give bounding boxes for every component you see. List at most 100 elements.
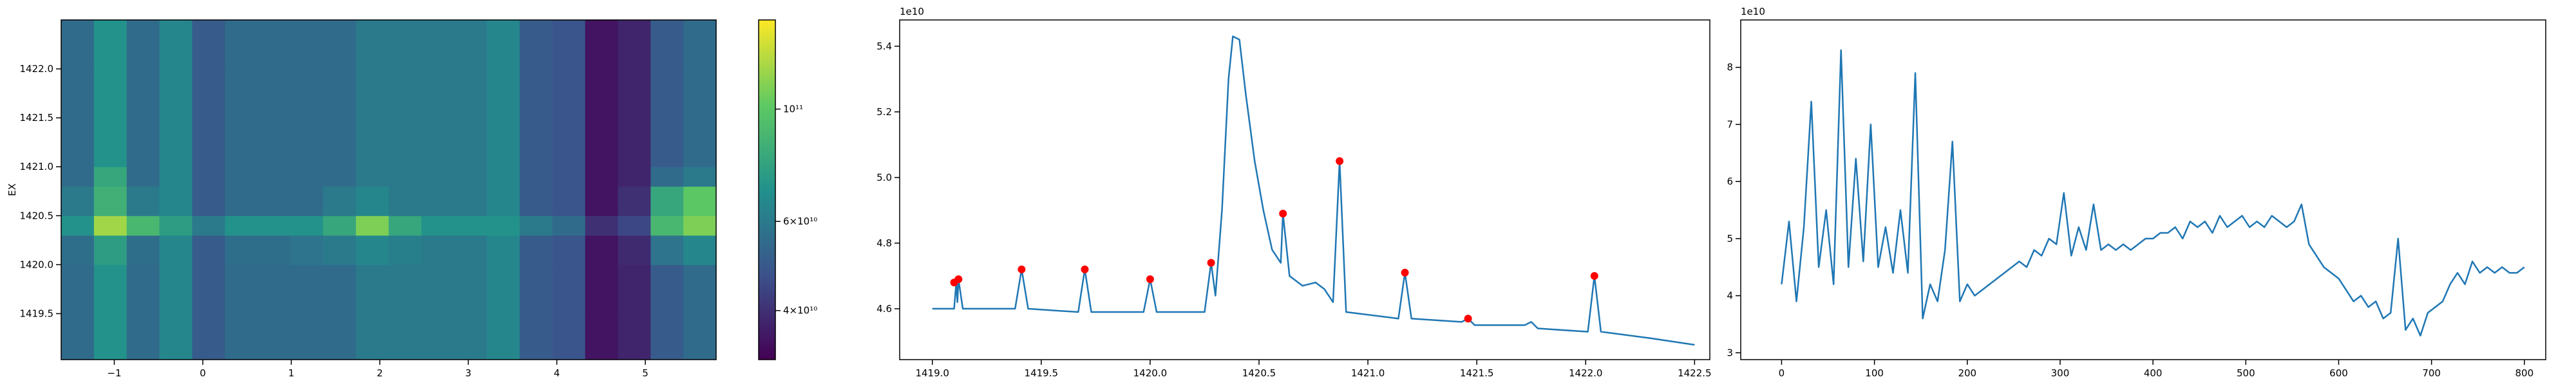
heatmap-cell bbox=[93, 20, 128, 69]
x-tick-label: 1420.0 bbox=[1133, 367, 1168, 379]
heatmap-cell bbox=[618, 20, 651, 69]
heatmap-cell bbox=[192, 313, 225, 360]
heatmap-cell bbox=[323, 313, 357, 360]
x-tick-label: 1420.5 bbox=[1242, 367, 1276, 379]
heatmap-cell bbox=[290, 118, 324, 167]
heatmap-cell bbox=[585, 167, 618, 187]
heatmap-cell bbox=[126, 186, 160, 216]
heatmap-cell bbox=[487, 118, 520, 167]
x-tick-label: 1421.5 bbox=[1460, 367, 1494, 379]
heatmap-cell bbox=[355, 235, 389, 265]
heatmap-cell bbox=[683, 167, 717, 187]
heatmap-cell bbox=[61, 118, 95, 167]
heatmap-cell bbox=[93, 69, 128, 118]
heatmap-cell bbox=[650, 313, 684, 360]
heatmap-cell bbox=[225, 264, 258, 314]
heatmap-cell bbox=[225, 216, 258, 236]
heatmap-cell bbox=[552, 69, 586, 118]
heatmap-cell bbox=[487, 216, 520, 236]
heatmap-cell bbox=[552, 216, 586, 236]
heatmap-cell bbox=[159, 69, 193, 118]
heatmap-cell bbox=[126, 313, 160, 360]
heatmap-cell bbox=[421, 264, 455, 314]
heatmap-cell bbox=[93, 264, 128, 314]
heatmap-cell bbox=[552, 235, 586, 265]
heatmap-cell bbox=[290, 20, 324, 69]
peak-marker bbox=[1464, 315, 1472, 323]
heatmap-cell bbox=[650, 186, 684, 216]
heatmap-cell bbox=[290, 186, 324, 216]
offset-text: 1e10 bbox=[900, 6, 924, 17]
heatmap-cell bbox=[487, 167, 520, 187]
heatmap-cell bbox=[650, 118, 684, 167]
heatmap-cell bbox=[225, 235, 258, 265]
heatmap-cell bbox=[421, 235, 455, 265]
heatmap-cell bbox=[126, 264, 160, 314]
heatmap-cell bbox=[421, 216, 455, 236]
y-tick-label: 6 bbox=[1727, 176, 1733, 187]
y-tick-label: 1420.5 bbox=[20, 210, 54, 221]
heatmap-cell bbox=[519, 264, 553, 314]
heatmap-cell bbox=[650, 20, 684, 69]
heatmap-cell bbox=[225, 20, 258, 69]
x-tick-label: 1419.5 bbox=[1025, 367, 1059, 379]
y-tick-label: 5 bbox=[1727, 233, 1733, 244]
heatmap-cell bbox=[388, 235, 422, 265]
heatmap-cell bbox=[258, 313, 291, 360]
x-tick-label: 500 bbox=[2237, 367, 2255, 379]
heatmap-cell bbox=[258, 216, 291, 236]
heatmap-cell bbox=[519, 167, 553, 187]
heatmap-cell bbox=[552, 118, 586, 167]
heatmap-cell bbox=[585, 264, 618, 314]
heatmap-cell bbox=[258, 264, 291, 314]
x-tick-label: 3 bbox=[465, 367, 471, 379]
y-tick-label: 8 bbox=[1727, 62, 1733, 73]
heatmap-cell bbox=[519, 118, 553, 167]
heatmap-cell bbox=[355, 20, 389, 69]
axes-frame bbox=[899, 19, 1710, 360]
heatmap-cell bbox=[552, 313, 586, 360]
axes-frame bbox=[1740, 19, 2546, 360]
axes-frame bbox=[61, 19, 717, 360]
peak-marker bbox=[1401, 268, 1409, 277]
heatmap-cell bbox=[355, 186, 389, 216]
heatmap-cell bbox=[192, 186, 225, 216]
heatmap-cell bbox=[650, 216, 684, 236]
x-tick-label: 1422.5 bbox=[1678, 367, 1712, 379]
x-tick-label: 100 bbox=[1865, 367, 1884, 379]
heatmap-cell bbox=[126, 69, 160, 118]
peak-marker bbox=[1018, 265, 1026, 273]
heatmap-cell bbox=[159, 167, 193, 187]
heatmap-cell bbox=[192, 167, 225, 187]
heatmap-cell bbox=[61, 186, 95, 216]
heatmap-cell bbox=[192, 118, 225, 167]
line bbox=[1781, 49, 2525, 336]
heatmap-cell bbox=[323, 264, 357, 314]
x-tick-label: −1 bbox=[107, 367, 121, 379]
heatmap-cell bbox=[323, 69, 357, 118]
heatmap-cell bbox=[519, 20, 553, 69]
heatmap-cell bbox=[192, 216, 225, 236]
heatmap-cell bbox=[290, 264, 324, 314]
heatmap-cell bbox=[225, 167, 258, 187]
heatmap-cell bbox=[258, 186, 291, 216]
heatmap-cell bbox=[454, 235, 488, 265]
heatmap-cell bbox=[421, 69, 455, 118]
heatmap-cell bbox=[552, 186, 586, 216]
heatmap-cell bbox=[683, 186, 717, 216]
y-axis-label: EX bbox=[6, 183, 18, 196]
heatmap-cell bbox=[61, 264, 95, 314]
heatmap-cell bbox=[323, 167, 357, 187]
heatmap-cell bbox=[290, 69, 324, 118]
heatmap-cell bbox=[683, 118, 717, 167]
heatmap-cell bbox=[159, 20, 193, 69]
peak-marker bbox=[1207, 259, 1215, 267]
heatmap-cell bbox=[323, 20, 357, 69]
heatmap-cell bbox=[93, 118, 128, 167]
x-tick-label: 200 bbox=[1958, 367, 1976, 379]
heatmap-cell bbox=[388, 118, 422, 167]
heatmap-cell bbox=[519, 186, 553, 216]
heatmap-cell bbox=[388, 167, 422, 187]
line bbox=[932, 35, 1695, 346]
peak-marker bbox=[1081, 265, 1089, 273]
